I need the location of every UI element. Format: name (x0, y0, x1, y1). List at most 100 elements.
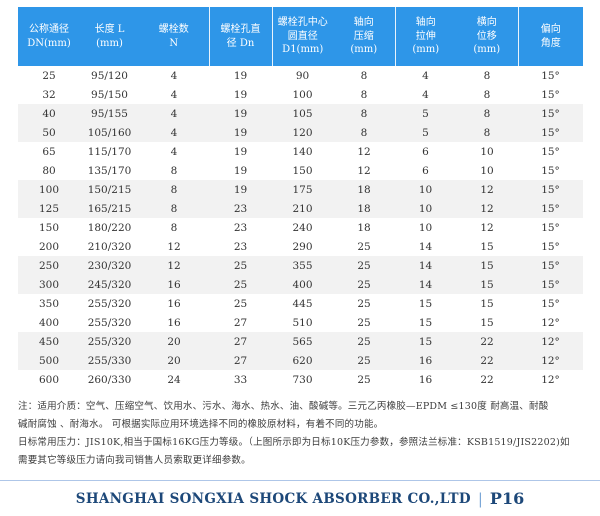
table-cell: 5 (422, 126, 429, 139)
table-cell: 8 (170, 183, 178, 196)
table-row: 50 105/160 4 19 120 8 5 8 15° (18, 123, 583, 142)
table-cell: 25 (233, 278, 248, 291)
table-cell: 25 (357, 259, 371, 272)
table-cell: 115/170 (87, 145, 132, 158)
table-cell: 12 (167, 259, 181, 272)
table-cell: 120 (292, 126, 313, 139)
table-cell: 4 (170, 145, 178, 158)
table-cell: 22 (480, 354, 494, 367)
table-cell: 15 (480, 259, 494, 272)
table-row: 400 255/320 16 27 510 25 15 15 12° (18, 313, 583, 332)
column-header-deflection-angle: 偏向 角度 (518, 7, 583, 66)
table-cell: 150 (38, 221, 60, 234)
table-cell: 600 (38, 373, 60, 386)
table-cell: 95/150 (91, 88, 128, 101)
page-number: P16 (489, 489, 525, 508)
notes-block: 注：适用介质：空气、压缩空气、饮用水、污水、海水、热水、油、酸碱等。三元乙丙橡胶… (18, 398, 590, 470)
table-cell: 15° (541, 107, 560, 120)
column-header-length: 长度 L (mm) (80, 7, 139, 66)
table-cell: 8 (170, 164, 178, 177)
table-cell: 12° (541, 373, 560, 386)
table-cell: 50 (42, 126, 56, 139)
table-cell: 25 (233, 259, 248, 272)
note-line: 注：适用介质：空气、压缩空气、饮用水、污水、海水、热水、油、酸碱等。三元乙丙橡胶… (18, 401, 549, 412)
table-cell: 255/330 (87, 354, 132, 367)
table-cell: 500 (38, 354, 60, 367)
table-cell: 15° (541, 221, 560, 234)
table-cell: 210 (292, 202, 313, 215)
table-cell: 730 (292, 373, 313, 386)
table-cell: 245/320 (87, 278, 132, 291)
column-header-bolt-circle-diameter: 螺栓孔中心 圆直径 D1(mm) (272, 7, 333, 66)
table-cell: 4 (170, 88, 178, 101)
table-cell: 23 (233, 240, 248, 253)
table-cell: 14 (418, 259, 433, 272)
table-cell: 4 (422, 88, 429, 101)
table-cell: 25 (357, 373, 371, 386)
note-line: 碱耐腐蚀 、耐海水。 可根据实际应用环境选择不同的橡胶原材料，有着不同的功能。 (18, 419, 384, 430)
column-header-bolt-count: 螺栓数 N (139, 7, 210, 66)
table-cell: 8 (483, 126, 491, 139)
table-cell: 255/320 (87, 297, 132, 310)
table-cell: 8 (360, 88, 368, 101)
table-header-row: 公称通径 DN(mm) 长度 L (mm) 螺栓数 N 螺栓孔直径 Dn 螺栓孔中心 圆直径 D1… (18, 7, 583, 66)
table-cell: 6 (422, 145, 429, 158)
column-header-axial-extension: 轴向 拉伸 (mm) (395, 7, 456, 66)
table-row: 250 230/320 12 25 355 25 14 15 15° (18, 256, 583, 275)
table-cell: 12° (541, 354, 560, 367)
table-cell: 12 (357, 145, 371, 158)
table-cell: 18 (357, 221, 371, 234)
table-cell: 100 (38, 183, 60, 196)
table-row: 80 135/170 8 19 150 12 6 10 15° (18, 161, 583, 180)
table-cell: 230/320 (87, 259, 132, 272)
table-cell: 140 (292, 145, 313, 158)
table-cell: 8 (360, 69, 368, 82)
table-cell: 15° (541, 126, 560, 139)
table-cell: 12 (167, 240, 181, 253)
table-cell: 25 (233, 297, 248, 310)
table-cell: 15 (480, 316, 494, 329)
table-row: 65 115/170 4 19 140 12 6 10 15° (18, 142, 583, 161)
table-row: 350 255/320 16 25 445 25 15 15 15° (18, 294, 583, 313)
table-cell: 10 (418, 183, 433, 196)
table-cell: 510 (292, 316, 313, 329)
table-cell: 180/220 (87, 221, 132, 234)
table-cell: 15 (418, 297, 433, 310)
table-cell: 8 (483, 107, 491, 120)
table-cell: 150 (292, 164, 313, 177)
table-cell: 10 (418, 202, 433, 215)
table-cell: 95/155 (91, 107, 128, 120)
table-row: 600 260/330 24 33 730 25 16 22 12° (18, 370, 583, 389)
table-cell: 65 (42, 145, 56, 158)
table-cell: 135/170 (87, 164, 132, 177)
table-row: 40 95/155 4 19 105 8 5 8 15° (18, 104, 583, 123)
table-cell: 200 (38, 240, 60, 253)
table-cell: 19 (233, 88, 248, 101)
table-row: 300 245/320 16 25 400 25 14 15 15° (18, 275, 583, 294)
table-cell: 8 (483, 88, 491, 101)
table-cell: 12 (357, 164, 371, 177)
table-cell: 4 (170, 69, 178, 82)
table-cell: 16 (167, 316, 181, 329)
column-header-lateral-displacement: 横向 位移 (mm) (456, 7, 519, 66)
table-cell: 12 (480, 221, 494, 234)
table-cell: 15° (541, 297, 560, 310)
table-cell: 400 (38, 316, 60, 329)
table-cell: 350 (38, 297, 60, 310)
table-cell: 620 (292, 354, 313, 367)
table-cell: 8 (360, 107, 368, 120)
column-header-nominal-diameter: 公称通径 DN(mm) (18, 7, 80, 66)
table-cell: 12 (480, 183, 494, 196)
table-cell: 445 (292, 297, 313, 310)
table-cell: 16 (167, 297, 181, 310)
table-cell: 12° (541, 316, 560, 329)
table-cell: 210/320 (87, 240, 132, 253)
table-cell: 40 (42, 107, 56, 120)
table-cell: 15 (480, 278, 494, 291)
table-cell: 25 (357, 354, 371, 367)
table-cell: 8 (360, 126, 368, 139)
table-cell: 22 (480, 373, 494, 386)
spec-table: 公称通径 DN(mm) 长度 L (mm) 螺栓数 N 螺栓孔直径 Dn 螺栓孔中心 圆直径 D1… (18, 7, 583, 389)
table-cell: 25 (357, 335, 371, 348)
table-cell: 19 (233, 183, 248, 196)
